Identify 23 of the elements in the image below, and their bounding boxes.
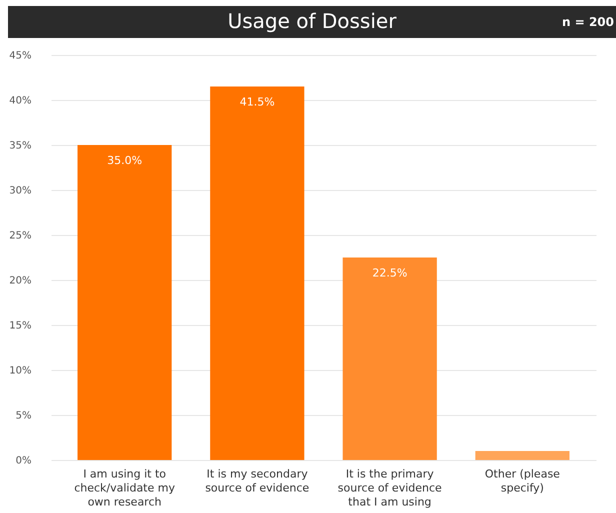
data-label: 41.5% <box>240 96 275 108</box>
bar <box>78 145 172 460</box>
chart-title: Usage of Dossier <box>228 9 396 33</box>
y-tick-label: 5% <box>16 410 32 422</box>
x-tick-label: It is the primary source of evidence that I am using <box>338 468 442 508</box>
y-tick-label: 40% <box>9 96 32 106</box>
chart-subtitle: n = 200 <box>562 15 614 29</box>
data-label: 22.5% <box>372 266 408 280</box>
bar <box>342 258 437 460</box>
y-tick-label: 10% <box>9 366 32 376</box>
y-tick-label: 20% <box>9 276 32 286</box>
y-tick-label: 15% <box>9 320 32 332</box>
y-tick-label: 0% <box>16 456 32 466</box>
y-tick-label: 35% <box>9 140 32 152</box>
x-tick-label: Other (please specify) <box>484 468 560 494</box>
y-tick-label: 30% <box>9 186 32 196</box>
y-tick-label: 25% <box>9 230 32 242</box>
x-tick-label: I am using it to check/validate my own research <box>74 468 176 508</box>
bar <box>210 86 304 460</box>
bar <box>475 451 570 460</box>
x-tick-label: It is my secondary source of evidence <box>205 468 310 494</box>
data-label: 35.0% <box>107 154 142 167</box>
y-tick-label: 45% <box>9 50 32 62</box>
